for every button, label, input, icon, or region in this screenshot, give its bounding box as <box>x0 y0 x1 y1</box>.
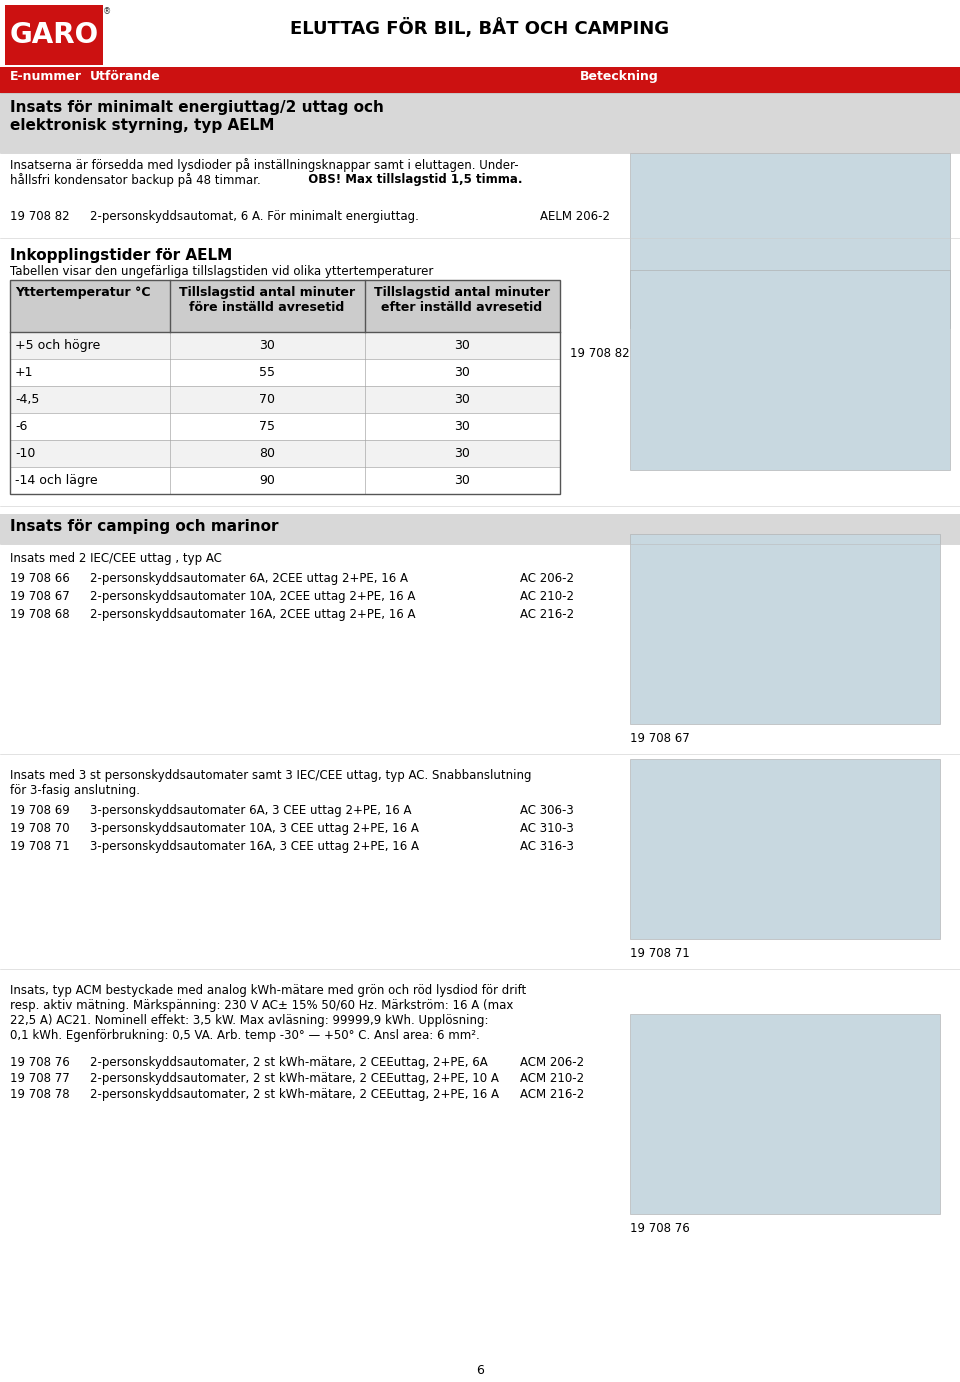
Text: AC 216-2: AC 216-2 <box>520 608 574 621</box>
Text: AC 310-3: AC 310-3 <box>520 822 574 835</box>
Text: 3-personskyddsautomater 6A, 3 CEE uttag 2+PE, 16 A: 3-personskyddsautomater 6A, 3 CEE uttag … <box>90 804 412 817</box>
Text: 19 708 76: 19 708 76 <box>630 1222 689 1236</box>
Text: 2-personskyddsautomater, 2 st kWh-mätare, 2 CEEuttag, 2+PE, 16 A: 2-personskyddsautomater, 2 st kWh-mätare… <box>90 1088 499 1101</box>
Text: 0,1 kWh. Egenförbrukning: 0,5 VA. Arb. temp -30° — +50° C. Ansl area: 6 mm².: 0,1 kWh. Egenförbrukning: 0,5 VA. Arb. t… <box>10 1030 480 1042</box>
Text: -4,5: -4,5 <box>15 392 39 406</box>
Text: 2-personskyddsautomater, 2 st kWh-mätare, 2 CEEuttag, 2+PE, 6A: 2-personskyddsautomater, 2 st kWh-mätare… <box>90 1056 488 1070</box>
Text: 6: 6 <box>476 1364 484 1376</box>
Text: ACM 210-2: ACM 210-2 <box>520 1072 584 1085</box>
Bar <box>10 359 560 386</box>
Text: 19 708 82: 19 708 82 <box>570 347 630 359</box>
Text: 2-personskyddsautomater 6A, 2CEE uttag 2+PE, 16 A: 2-personskyddsautomater 6A, 2CEE uttag 2… <box>90 572 408 585</box>
Bar <box>0 66 960 93</box>
Bar <box>10 413 560 439</box>
Bar <box>10 281 560 332</box>
Text: 2-personskyddsautomat, 6 A. För minimalt energiuttag.: 2-personskyddsautomat, 6 A. För minimalt… <box>90 210 419 223</box>
Text: ACM 216-2: ACM 216-2 <box>520 1088 585 1101</box>
Text: -10: -10 <box>15 446 36 460</box>
Text: AC 206-2: AC 206-2 <box>520 572 574 585</box>
Text: 19 708 69: 19 708 69 <box>10 804 70 817</box>
Bar <box>10 439 560 467</box>
Text: Inkopplingstider för AELM: Inkopplingstider för AELM <box>10 247 232 263</box>
Text: 3-personskyddsautomater 16A, 3 CEE uttag 2+PE, 16 A: 3-personskyddsautomater 16A, 3 CEE uttag… <box>90 840 419 853</box>
Text: Insatserna är försedda med lysdioder på inställningsknappar samt i eluttagen. Un: Insatserna är försedda med lysdioder på … <box>10 158 518 171</box>
Text: +5 och högre: +5 och högre <box>15 339 100 352</box>
Text: Yttertemperatur °C: Yttertemperatur °C <box>15 286 151 299</box>
Text: 30: 30 <box>454 392 470 406</box>
Text: 30: 30 <box>259 339 275 352</box>
Text: AC 316-3: AC 316-3 <box>520 840 574 853</box>
Text: 19 708 77: 19 708 77 <box>10 1072 70 1085</box>
Bar <box>10 332 560 359</box>
Text: E-nummer: E-nummer <box>10 70 82 83</box>
Text: 80: 80 <box>259 446 275 460</box>
Text: 2-personskyddsautomater, 2 st kWh-mätare, 2 CEEuttag, 2+PE, 10 A: 2-personskyddsautomater, 2 st kWh-mätare… <box>90 1072 499 1085</box>
Text: före inställd avresetid: före inställd avresetid <box>189 301 345 314</box>
Text: Beteckning: Beteckning <box>580 70 659 83</box>
Text: 19 708 76: 19 708 76 <box>10 1056 70 1070</box>
Text: ®: ® <box>103 7 111 17</box>
Text: 70: 70 <box>259 392 275 406</box>
Bar <box>630 1014 940 1213</box>
Text: ACM 206-2: ACM 206-2 <box>520 1056 584 1070</box>
Bar <box>10 281 560 493</box>
Text: 19 708 71: 19 708 71 <box>630 947 689 960</box>
Text: 3-personskyddsautomater 10A, 3 CEE uttag 2+PE, 16 A: 3-personskyddsautomater 10A, 3 CEE uttag… <box>90 822 419 835</box>
Text: Insats med 3 st personskyddsautomater samt 3 IEC/CEE uttag, typ AC. Snabbanslutn: Insats med 3 st personskyddsautomater sa… <box>10 768 532 782</box>
Text: 2-personskyddsautomater 10A, 2CEE uttag 2+PE, 16 A: 2-personskyddsautomater 10A, 2CEE uttag … <box>90 590 416 603</box>
Text: 30: 30 <box>454 446 470 460</box>
Text: 30: 30 <box>454 474 470 486</box>
Text: GARO: GARO <box>10 21 99 48</box>
Text: för 3-fasig anslutning.: för 3-fasig anslutning. <box>10 784 140 797</box>
Text: Tabellen visar den ungefärliga tillslagstiden vid olika yttertemperaturer: Tabellen visar den ungefärliga tillslags… <box>10 265 433 278</box>
Text: 19 708 82: 19 708 82 <box>10 210 70 223</box>
Bar <box>630 269 950 470</box>
Bar <box>630 759 940 938</box>
Text: ELUTTAG FÖR BIL, BÅT OCH CAMPING: ELUTTAG FÖR BIL, BÅT OCH CAMPING <box>291 18 669 37</box>
Text: -14 och lägre: -14 och lägre <box>15 474 98 486</box>
Text: AC 210-2: AC 210-2 <box>520 590 574 603</box>
Text: OBS! Max tillslagstid 1,5 timma.: OBS! Max tillslagstid 1,5 timma. <box>300 173 522 187</box>
Text: Insats, typ ACM bestyckade med analog kWh-mätare med grön och röd lysdiod för dr: Insats, typ ACM bestyckade med analog kW… <box>10 984 526 996</box>
Text: resp. aktiv mätning. Märkspänning: 230 V AC± 15% 50/60 Hz. Märkström: 16 A (max: resp. aktiv mätning. Märkspänning: 230 V… <box>10 999 514 1012</box>
Bar <box>630 533 940 724</box>
Text: 19 708 68: 19 708 68 <box>10 608 70 621</box>
Bar <box>630 153 950 328</box>
Text: 30: 30 <box>454 420 470 433</box>
Bar <box>10 386 560 413</box>
Text: 22,5 A) AC21. Nominell effekt: 3,5 kW. Max avläsning: 99999,9 kWh. Upplösning:: 22,5 A) AC21. Nominell effekt: 3,5 kW. M… <box>10 1014 489 1027</box>
Text: 19 708 67: 19 708 67 <box>10 590 70 603</box>
Text: 2-personskyddsautomater 16A, 2CEE uttag 2+PE, 16 A: 2-personskyddsautomater 16A, 2CEE uttag … <box>90 608 416 621</box>
Text: hållsfri kondensator backup på 48 timmar.: hållsfri kondensator backup på 48 timmar… <box>10 173 261 187</box>
Text: 55: 55 <box>259 366 275 379</box>
Text: Insats för minimalt energiuttag/2 uttag och: Insats för minimalt energiuttag/2 uttag … <box>10 100 384 115</box>
Text: Insats med 2 IEC/CEE uttag , typ AC: Insats med 2 IEC/CEE uttag , typ AC <box>10 551 222 565</box>
Text: Utförande: Utförande <box>90 70 160 83</box>
Text: Tillslagstid antal minuter: Tillslagstid antal minuter <box>179 286 355 299</box>
Text: 75: 75 <box>259 420 275 433</box>
Text: 19 708 67: 19 708 67 <box>630 732 689 745</box>
Text: 90: 90 <box>259 474 275 486</box>
Text: +1: +1 <box>15 366 34 379</box>
Text: Insats för camping och marinor: Insats för camping och marinor <box>10 520 278 533</box>
Text: 30: 30 <box>454 366 470 379</box>
Bar <box>0 93 960 153</box>
Text: 19 708 71: 19 708 71 <box>10 840 70 853</box>
Bar <box>5 6 103 65</box>
Text: 19 708 78: 19 708 78 <box>10 1088 70 1101</box>
Text: AC 306-3: AC 306-3 <box>520 804 574 817</box>
Text: 30: 30 <box>454 339 470 352</box>
Text: -6: -6 <box>15 420 28 433</box>
Text: Tillslagstid antal minuter: Tillslagstid antal minuter <box>374 286 550 299</box>
Bar <box>0 514 960 545</box>
Text: AELM 206-2: AELM 206-2 <box>540 210 610 223</box>
Text: 19 708 70: 19 708 70 <box>10 822 70 835</box>
Text: elektronisk styrning, typ AELM: elektronisk styrning, typ AELM <box>10 117 275 133</box>
Text: efter inställd avresetid: efter inställd avresetid <box>381 301 542 314</box>
Bar <box>10 467 560 493</box>
Text: 19 708 66: 19 708 66 <box>10 572 70 585</box>
